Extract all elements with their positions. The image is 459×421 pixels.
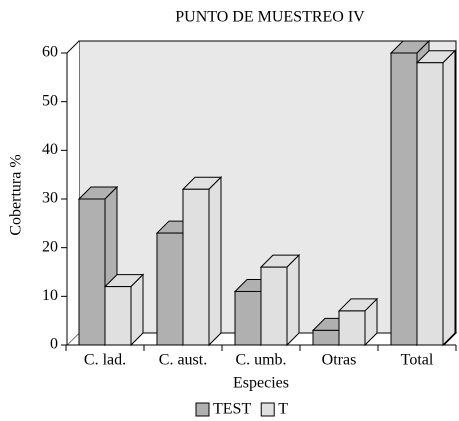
bar bbox=[156, 232, 184, 346]
y-tick-label: 50 bbox=[42, 92, 58, 109]
bar bbox=[260, 266, 288, 346]
bar bbox=[182, 188, 210, 346]
x-tick-label: Otras bbox=[322, 352, 357, 369]
bar bbox=[78, 198, 106, 346]
y-tick-label: 0 bbox=[50, 336, 58, 353]
bar-side bbox=[130, 273, 144, 347]
bar bbox=[234, 290, 262, 346]
bar bbox=[416, 62, 444, 346]
bar bbox=[338, 310, 366, 346]
axis-edge bbox=[66, 40, 80, 54]
chart-title: PUNTO DE MUESTREO IV bbox=[175, 9, 365, 26]
legend-swatch bbox=[260, 402, 275, 417]
y-tick-label: 20 bbox=[42, 238, 58, 255]
bar-side bbox=[208, 176, 222, 347]
y-tick-label: 40 bbox=[42, 141, 58, 158]
bar-side bbox=[442, 49, 456, 347]
bar bbox=[390, 52, 418, 346]
x-tick-label: C. lad. bbox=[84, 352, 126, 369]
x-tick-label: Total bbox=[401, 352, 434, 369]
legend-label: TEST bbox=[213, 401, 251, 418]
y-axis-label: Cobertura % bbox=[8, 154, 25, 235]
bar bbox=[312, 329, 340, 346]
legend-label: T bbox=[278, 401, 288, 418]
side-wall bbox=[67, 41, 79, 345]
bar-side bbox=[286, 253, 300, 347]
legend-swatch bbox=[195, 402, 210, 417]
bar bbox=[104, 286, 132, 346]
y-tick-label: 10 bbox=[42, 287, 58, 304]
y-tick-label: 60 bbox=[42, 44, 58, 61]
y-tick-label: 30 bbox=[42, 190, 58, 207]
x-tick-label: C. umb. bbox=[235, 352, 286, 369]
x-axis-label: Especies bbox=[233, 375, 289, 392]
x-tick-label: C. aust. bbox=[159, 352, 207, 369]
